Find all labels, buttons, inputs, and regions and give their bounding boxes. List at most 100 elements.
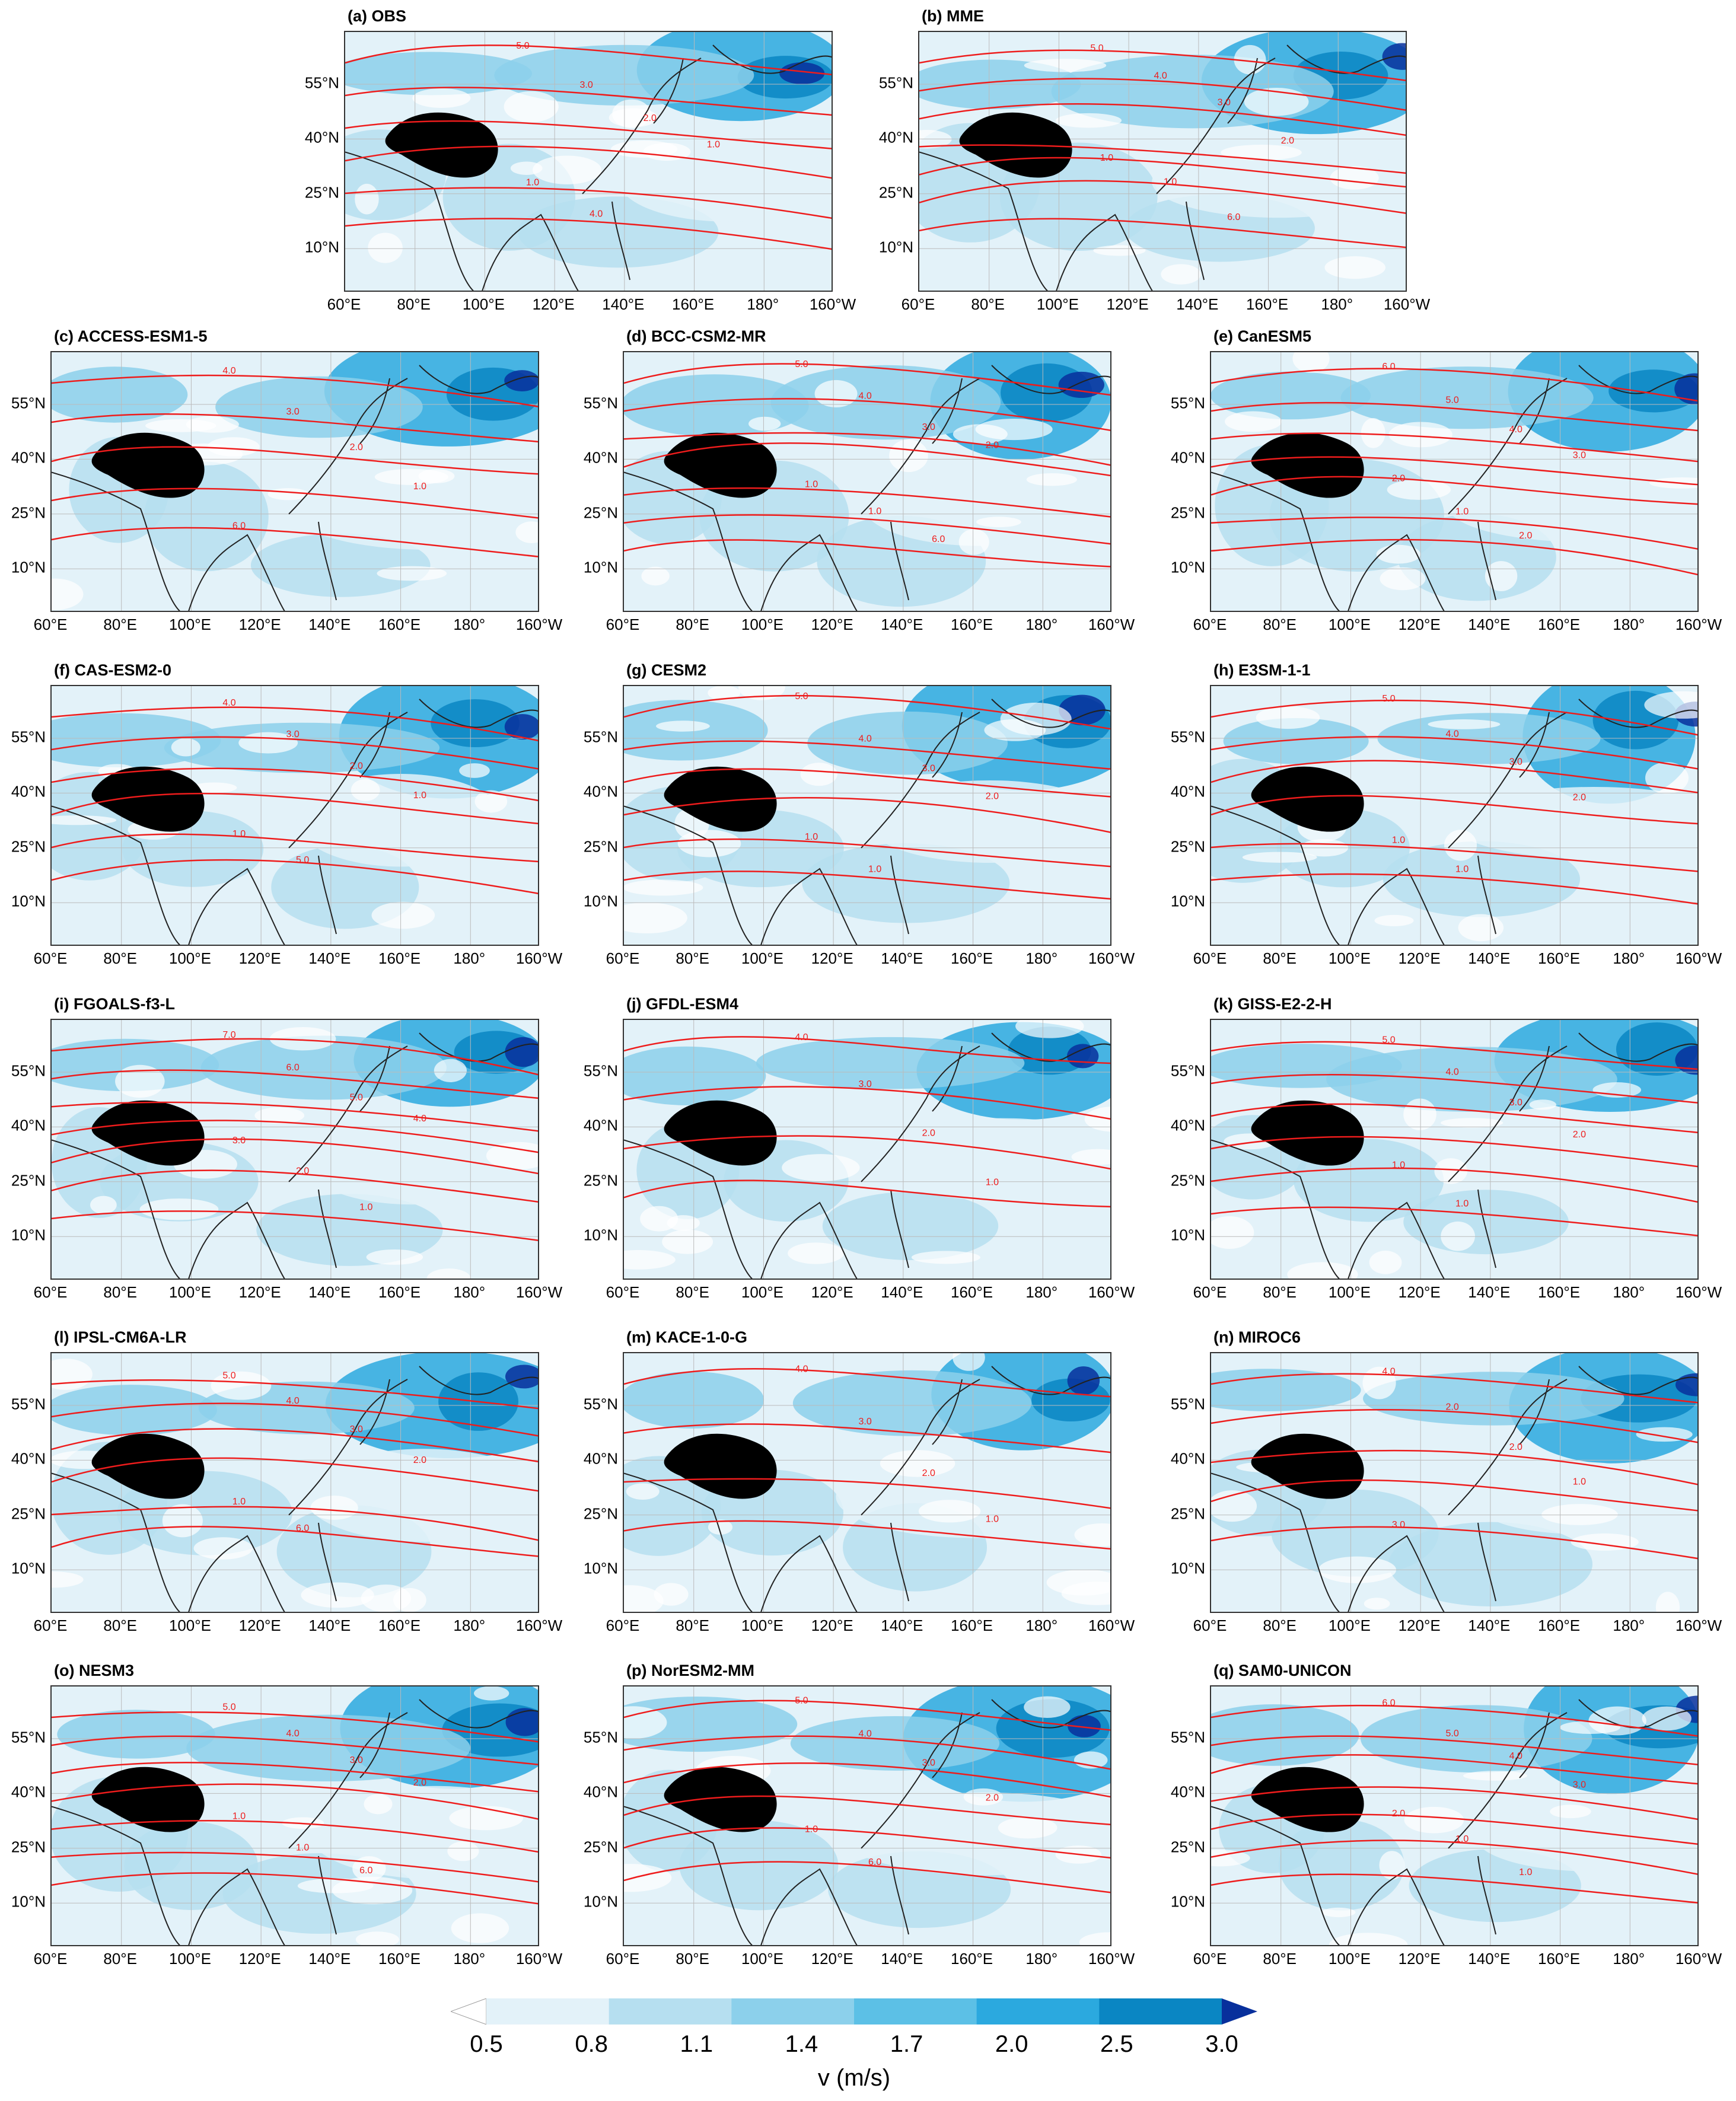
x-tick-label: 140°E xyxy=(1468,1617,1511,1634)
contour-label: 1.0 xyxy=(986,1514,999,1524)
map-frame: 4.0 2.0 2.0 1.0 3.0 xyxy=(1210,1352,1699,1613)
x-tick-label: 180° xyxy=(1321,295,1353,313)
y-tick-label: 55°N xyxy=(1170,1061,1205,1080)
contour-line xyxy=(52,1038,538,1076)
x-tick-label: 120°E xyxy=(1398,1950,1441,1968)
panel-title: (p) NorESM2-MM xyxy=(626,1662,754,1679)
contour-label: 4.0 xyxy=(795,1364,808,1374)
contour-label: 3.0 xyxy=(232,1136,246,1146)
contour-label: 4.0 xyxy=(1382,1366,1395,1376)
contour-line xyxy=(624,1735,1110,1770)
shading-region xyxy=(431,699,520,748)
panel-title: (f) CAS-ESM2-0 xyxy=(54,661,172,679)
y-tick-label: 10°N xyxy=(1170,892,1205,910)
x-tick-label: 140°E xyxy=(1176,295,1219,313)
shading-region xyxy=(505,1364,538,1389)
colorbar-tick-label: 0.5 xyxy=(470,2031,503,2057)
x-tick-label: 80°E xyxy=(1263,1617,1297,1634)
tibetan-plateau-mask xyxy=(1251,766,1364,832)
shading-region xyxy=(504,714,538,740)
contour-line xyxy=(1211,456,1697,486)
y-tick-label: 25°N xyxy=(1170,1838,1205,1856)
panel-title: (k) GISS-E2-2-H xyxy=(1213,995,1332,1013)
y-tick-label: 55°N xyxy=(1170,1728,1205,1746)
shading-region xyxy=(1452,786,1697,859)
contour-line xyxy=(52,1379,538,1410)
contour-label: 2.0 xyxy=(1509,1442,1522,1452)
contour-line xyxy=(1211,1754,1697,1785)
contour-label: 3.0 xyxy=(286,407,300,417)
x-tick-label: 60°E xyxy=(606,1950,640,1968)
y-tick-label: 25°N xyxy=(583,837,618,856)
shading-region xyxy=(1470,1462,1686,1534)
y-tick-label: 10°N xyxy=(1170,558,1205,576)
contour-label: 4.0 xyxy=(795,1032,808,1042)
y-tick-label: 10°N xyxy=(11,1226,46,1244)
x-tick-label: 160°E xyxy=(1538,949,1581,967)
contour-line xyxy=(624,1423,1110,1453)
contour-line xyxy=(1211,736,1697,770)
y-tick-label: 55°N xyxy=(583,1395,618,1413)
contour-label: 5.0 xyxy=(795,359,808,369)
contour-line xyxy=(1211,1704,1697,1737)
panel-title: (q) SAM0-UNICON xyxy=(1213,1662,1352,1679)
contour-line xyxy=(52,1711,538,1743)
contour-line xyxy=(52,859,538,894)
contour-label: 3.0 xyxy=(1573,450,1586,460)
panel-title: (i) FGOALS-f3-L xyxy=(54,995,175,1013)
contour-line xyxy=(1211,1136,1697,1168)
y-tick-label: 55°N xyxy=(878,74,913,92)
x-tick-label: 140°E xyxy=(881,1283,923,1301)
contour-label: 3.0 xyxy=(286,729,300,739)
colorbar-tick-label: 1.7 xyxy=(890,2031,923,2057)
x-tick-label: 120°E xyxy=(532,295,575,313)
contour-label: 2.0 xyxy=(986,792,999,802)
contour-label: 1.0 xyxy=(1100,153,1113,163)
contour-line xyxy=(919,49,1406,81)
contour-line xyxy=(919,180,1406,214)
contour-label: 2.0 xyxy=(644,113,657,123)
contour-label: 1.0 xyxy=(1519,1867,1532,1877)
contour-line xyxy=(345,187,832,219)
x-tick-label: 180° xyxy=(453,1283,486,1301)
contour-label: 5.0 xyxy=(1090,43,1103,53)
contour-label: 1.0 xyxy=(805,1824,818,1834)
y-tick-label: 10°N xyxy=(11,892,46,910)
y-tick-label: 55°N xyxy=(583,394,618,412)
contour-label: 2.0 xyxy=(350,761,363,771)
colorbar-segment xyxy=(1099,1998,1222,2025)
colorbar xyxy=(450,1998,1257,2025)
x-tick-label: 80°E xyxy=(103,1950,138,1968)
y-tick-label: 25°N xyxy=(583,1171,618,1190)
x-tick-label: 140°E xyxy=(308,1950,351,1968)
x-tick-label: 100°E xyxy=(168,1283,211,1301)
contour-line xyxy=(52,1872,538,1905)
y-tick-label: 40°N xyxy=(583,782,618,801)
y-tick-label: 40°N xyxy=(304,128,339,146)
y-tick-label: 40°N xyxy=(11,1783,46,1801)
contour-label: 1.0 xyxy=(296,1842,309,1853)
x-tick-label: 80°E xyxy=(676,1950,710,1968)
colorbar-tick-label: 1.1 xyxy=(680,2031,713,2057)
contour-line xyxy=(1211,1526,1697,1560)
x-tick-label: 80°E xyxy=(676,1283,710,1301)
y-tick-label: 40°N xyxy=(583,1449,618,1468)
x-tick-label: 160°E xyxy=(378,616,421,633)
contour-line xyxy=(919,78,1406,111)
contour-line xyxy=(624,487,1110,518)
contour-label: 2.0 xyxy=(296,1166,309,1177)
contour-line xyxy=(624,740,1110,770)
contour-label: 2.0 xyxy=(413,1455,426,1465)
y-tick-label: 25°N xyxy=(583,1838,618,1856)
shading-region xyxy=(1067,1366,1100,1395)
x-tick-label: 140°E xyxy=(308,1283,351,1301)
contour-line xyxy=(52,1069,538,1099)
shading-region xyxy=(822,1191,999,1260)
colorbar-tick-label: 0.8 xyxy=(575,2031,608,2057)
contour-line xyxy=(624,1827,1110,1859)
y-tick-label: 10°N xyxy=(583,1226,618,1244)
tibetan-plateau-mask xyxy=(385,112,498,178)
contour-label: 5.0 xyxy=(222,1702,235,1712)
contour-label: 2.0 xyxy=(1392,474,1405,484)
contour-label: 3.0 xyxy=(1218,97,1231,107)
